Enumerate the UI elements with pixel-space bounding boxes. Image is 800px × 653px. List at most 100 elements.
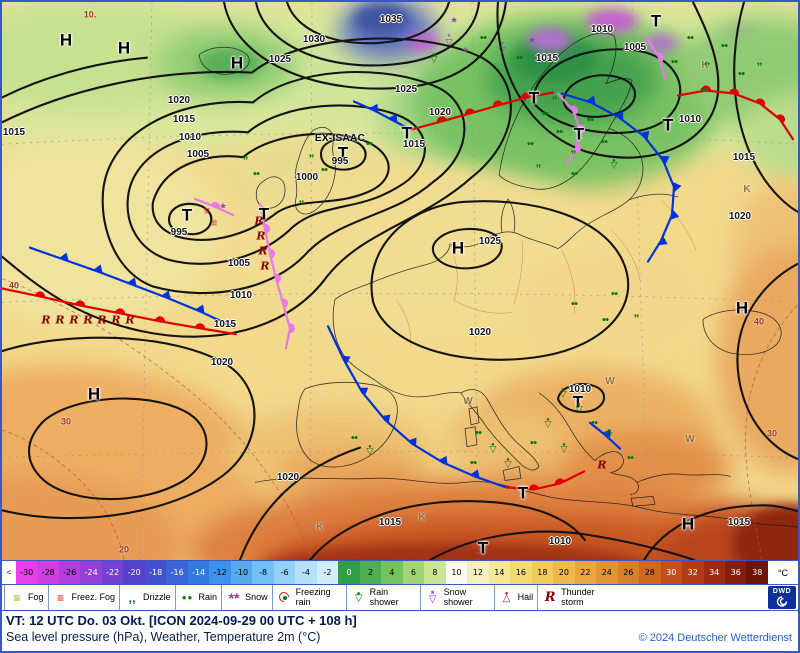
weather-symbol-rain: ●●: [320, 166, 329, 174]
weather-symbol-rain: ●●: [590, 419, 599, 427]
pressure-center-T: T: [477, 538, 489, 558]
weather-symbol-snow: *: [529, 34, 535, 50]
weather-symbol-snow-shower: * ▽: [445, 32, 453, 47]
weather-symbol-rain-shower: ● ▽: [489, 441, 497, 455]
legend-item-freez-fog: ≡ Freez. Fog: [47, 585, 120, 610]
cold-front: [560, 92, 682, 263]
freezing-rain-icon: [276, 589, 293, 604]
isobar-label: 1020: [728, 211, 752, 222]
freez-fog-icon: ≡: [57, 590, 65, 605]
pressure-center-H: H: [230, 53, 244, 73]
weather-symbol-thunder: R: [254, 214, 264, 228]
isobars: [2, 2, 798, 560]
scale-cell-20: 20: [553, 561, 575, 584]
scale-cell-8: 8: [424, 561, 446, 584]
storm-name-label: EX-ISAAC: [314, 133, 366, 144]
isobar-label: 1015: [402, 139, 426, 150]
isobar-label: 1010: [678, 114, 702, 125]
weather-symbol-rain: ●●: [365, 140, 374, 148]
temperature-scale-bar: < -30 -28 -26 -24 -22 -20 -18 -16 -14 -12 -10 -8 -6-…: [2, 560, 798, 584]
weather-symbol-drizzle: ‚‚: [551, 87, 558, 101]
scale-cells: -30 -28 -26 -24 -22 -20 -18 -16 -14 -12 -10 -8 -6 -4-…: [16, 561, 768, 584]
isobar-label: 1010: [548, 536, 572, 547]
weather-symbol-rain: ●●: [699, 86, 708, 94]
dwd-logo-text: DWD: [772, 587, 792, 595]
caption-footer: VT: 12 UTC Do. 03 Okt. [ICON 2024-09-29 …: [2, 610, 798, 648]
scale-cell-26: 26: [617, 561, 640, 584]
weather-symbol-snow: *: [451, 14, 457, 30]
isobar-label: 1010: [568, 384, 592, 395]
weather-symbol-drizzle: ‚‚: [308, 145, 315, 159]
isobar-label: 1020: [468, 327, 492, 338]
weather-symbol-thunder: R: [69, 313, 79, 327]
aux-value-label: 30: [766, 428, 778, 439]
isobar-label: 1015: [213, 319, 237, 330]
cold-front: [28, 246, 236, 329]
legend-item-freezing-rain: Freezing rain: [271, 585, 346, 610]
scale-cell-2: 2: [359, 561, 382, 584]
pressure-center-H: H: [59, 30, 73, 50]
weather-symbol-drizzle: ‚‚: [535, 155, 542, 169]
scale-cell-22: 22: [574, 561, 597, 584]
pressure-center-H: H: [87, 384, 101, 404]
pressure-center-T: T: [181, 205, 193, 225]
weather-symbol-drizzle: ‚‚: [570, 141, 577, 155]
isobar-label: 1015: [732, 152, 756, 163]
weather-symbol-thunder: R: [97, 313, 107, 327]
weather-symbol-rain-shower: ● ▽: [575, 401, 583, 415]
weather-symbol-rain-shower: ● ▽: [559, 386, 567, 400]
scale-cell-12: 12: [467, 561, 489, 584]
scale-prefix: <: [6, 568, 12, 577]
scale-cell-38: 38: [746, 561, 768, 584]
aux-value-label: 40: [753, 316, 765, 327]
scale-cell--12: -12: [209, 561, 231, 584]
scale-cell-28: 28: [639, 561, 661, 584]
occluded-front: [645, 36, 668, 81]
scale-cell--6: -6: [273, 561, 296, 584]
isobar-label: 995: [331, 156, 349, 167]
snow-icon: **: [228, 589, 240, 606]
weather-symbol-drizzle: ‚‚: [298, 191, 305, 205]
pressure-center-T: T: [572, 392, 584, 412]
weather-symbol-rain-shower: ● ▽: [544, 416, 552, 430]
scale-cell--18: -18: [144, 561, 167, 584]
scale-cell--8: -8: [252, 561, 274, 584]
weather-symbol-rain-shower: ● ▽: [430, 51, 438, 65]
isobar-label: 1020: [167, 95, 191, 106]
legend-item-thunder: R Thunder storm: [537, 585, 611, 610]
weather-symbol-rain: ●●: [526, 140, 535, 148]
weather-symbol-thunder: R: [41, 313, 51, 327]
weather-symbol-rain: ●●: [474, 429, 483, 437]
weather-symbol-legend: ≡ Fog ≡ Freez. Fog ‚‚ Drizzle ●● Rain ** Snow Free…: [2, 584, 798, 610]
scale-cell--24: -24: [80, 561, 102, 584]
weather-symbol-rain-shower: ● ▽: [366, 443, 374, 457]
weather-symbol-freez-fog: ≡: [203, 205, 211, 218]
pressure-center-T: T: [573, 124, 585, 144]
isobar-label: 1005: [227, 258, 251, 269]
occluded-front: [258, 202, 295, 350]
weather-symbol-rain: ●●: [610, 290, 619, 298]
scale-unit-label: °C: [768, 561, 798, 584]
cold-front: [326, 325, 508, 489]
dwd-logo: DWD: [768, 586, 796, 609]
weather-symbol-snow-shower: * ▽: [498, 40, 506, 55]
thunder-icon: R: [544, 590, 556, 605]
drizzle-icon: ‚‚: [128, 590, 136, 605]
weather-symbol-rain: ●●: [515, 54, 524, 62]
weather-symbol-snow: *: [462, 44, 468, 60]
weather-symbol-rain: ●●: [720, 42, 729, 50]
scale-cell--10: -10: [230, 561, 253, 584]
weather-symbol-rain-shower: ● ▽: [504, 456, 512, 470]
pressure-center-T: T: [528, 88, 540, 108]
legend-item-hail: ● △ Hail: [493, 585, 538, 610]
isobar-label: 1015: [378, 517, 402, 528]
advection-letter: K: [743, 184, 751, 195]
weather-symbol-rain: ●●: [686, 34, 695, 42]
weather-symbol-rain: ●●: [570, 300, 579, 308]
weather-symbol-thunder: R: [125, 313, 135, 327]
weather-symbol-rain: ●●: [350, 434, 359, 442]
aux-value-label: 40: [8, 280, 20, 291]
weather-symbol-thunder: R: [83, 313, 93, 327]
weather-symbol-rain: ●●: [600, 138, 609, 146]
